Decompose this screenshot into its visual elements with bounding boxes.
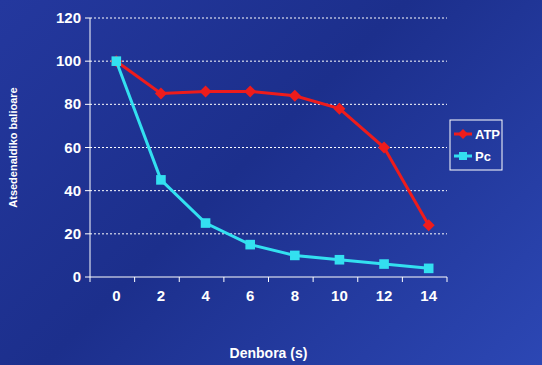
series-line — [116, 61, 428, 268]
data-point — [155, 88, 167, 100]
legend-label: Pc — [475, 149, 491, 164]
data-point — [335, 255, 345, 265]
x-tick-label: 4 — [201, 287, 210, 304]
x-tick — [402, 277, 403, 282]
x-tick-label: 2 — [157, 287, 165, 304]
x-tick-label: 14 — [420, 287, 437, 304]
y-tick — [85, 190, 90, 191]
data-point — [290, 251, 300, 261]
grid-line — [90, 104, 447, 105]
x-axis-title: Denbora (s) — [230, 345, 308, 361]
y-axis — [90, 18, 91, 277]
x-tick-label: 0 — [112, 287, 120, 304]
plot-marks — [110, 55, 434, 273]
x-tick-label: 8 — [291, 287, 299, 304]
x-tick — [223, 277, 224, 282]
legend-box — [450, 120, 502, 170]
y-tick-label: 120 — [56, 9, 81, 26]
y-tick — [85, 233, 90, 234]
x-tick — [179, 277, 180, 282]
grid-line — [90, 18, 447, 19]
data-point — [110, 55, 122, 67]
legend-marker — [458, 129, 468, 139]
data-point — [156, 175, 166, 185]
legend-label: ATP — [475, 127, 500, 142]
data-point — [201, 218, 211, 228]
page: {"chart_data": {"type": "line", "x_label… — [0, 0, 542, 365]
data-point — [379, 259, 389, 269]
y-tick — [85, 18, 90, 19]
grid-line — [90, 190, 447, 191]
data-point — [424, 264, 434, 274]
data-point — [333, 103, 345, 115]
x-tick-label: 6 — [246, 287, 254, 304]
grid-line — [90, 233, 447, 234]
y-tick — [85, 104, 90, 105]
data-point — [378, 142, 390, 154]
x-tick-label: 10 — [331, 287, 348, 304]
data-point — [200, 85, 212, 97]
y-tick — [85, 277, 90, 278]
y-tick-label: 40 — [64, 182, 81, 199]
x-tick — [313, 277, 314, 282]
grid-line — [90, 147, 447, 148]
grid-line — [90, 61, 447, 62]
data-point — [244, 85, 256, 97]
x-tick — [357, 277, 358, 282]
chart: 0 20 40 60 80 100 120 0 2 4 6 8 10 12 14 Denbora (s) Ats… — [0, 0, 542, 365]
y-tick-label: 80 — [64, 95, 81, 112]
data-point — [423, 219, 435, 231]
x-tick — [134, 277, 135, 282]
data-point — [112, 56, 122, 66]
y-tick-label: 60 — [64, 139, 81, 156]
x-tick-label: 12 — [376, 287, 393, 304]
x-tick — [447, 277, 448, 282]
y-tick-label: 100 — [56, 52, 81, 69]
series-line — [116, 61, 428, 225]
y-tick — [85, 61, 90, 62]
data-point — [289, 90, 301, 102]
y-axis-title: Atsedenaldiko balioare — [7, 87, 19, 207]
y-tick — [85, 147, 90, 148]
x-tick — [268, 277, 269, 282]
legend-marker — [459, 152, 467, 160]
y-tick-label: 20 — [64, 225, 81, 242]
y-tick-label: 0 — [73, 268, 81, 285]
x-tick — [90, 277, 91, 282]
data-point — [245, 240, 255, 250]
